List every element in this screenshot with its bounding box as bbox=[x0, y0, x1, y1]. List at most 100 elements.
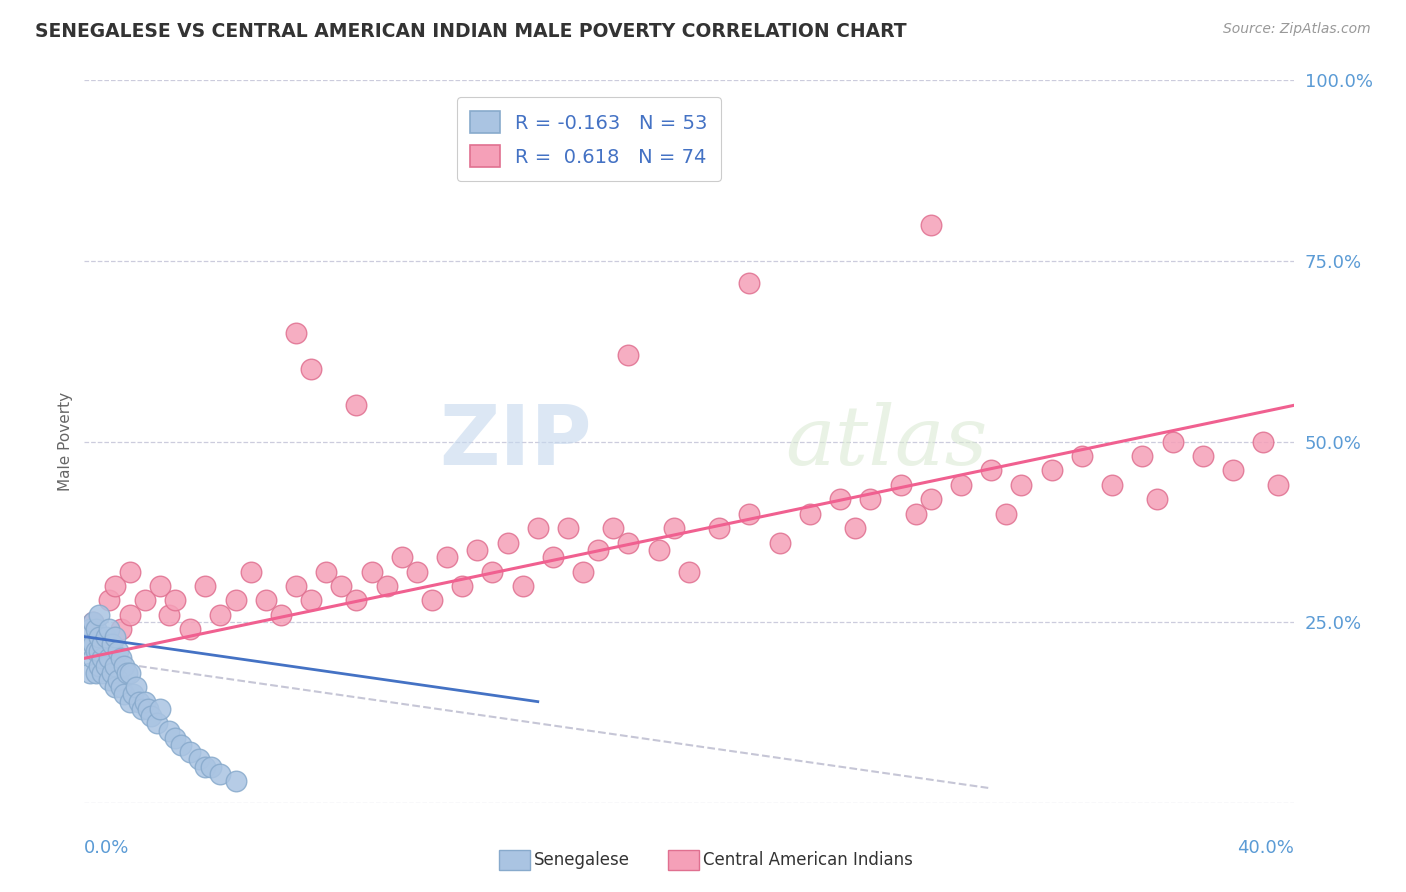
Y-axis label: Male Poverty: Male Poverty bbox=[58, 392, 73, 491]
Point bbox=[225, 774, 247, 789]
Point bbox=[588, 542, 610, 557]
Point bbox=[890, 478, 912, 492]
Point bbox=[118, 565, 141, 579]
Point bbox=[662, 521, 685, 535]
Point bbox=[194, 760, 217, 774]
Point bbox=[451, 579, 474, 593]
Point bbox=[157, 607, 180, 622]
Point bbox=[82, 637, 104, 651]
Text: ZIP: ZIP bbox=[440, 401, 592, 482]
Point bbox=[346, 593, 368, 607]
Point bbox=[104, 680, 127, 694]
Point bbox=[1011, 478, 1033, 492]
Point bbox=[299, 362, 322, 376]
Point bbox=[79, 623, 101, 637]
Point bbox=[481, 565, 503, 579]
Point bbox=[980, 463, 1002, 477]
Point bbox=[91, 651, 114, 665]
Point bbox=[82, 615, 104, 630]
Point bbox=[94, 630, 117, 644]
Point bbox=[738, 276, 761, 290]
Point bbox=[391, 550, 413, 565]
Point bbox=[107, 673, 129, 687]
Point bbox=[527, 521, 550, 535]
Point bbox=[920, 492, 942, 507]
Point bbox=[179, 745, 201, 759]
Point bbox=[89, 630, 111, 644]
Point bbox=[146, 716, 169, 731]
Text: 40.0%: 40.0% bbox=[1237, 838, 1294, 857]
Point bbox=[136, 702, 159, 716]
Point bbox=[86, 665, 108, 680]
Point bbox=[375, 579, 398, 593]
Point bbox=[406, 565, 429, 579]
Point bbox=[209, 767, 232, 781]
Point bbox=[617, 535, 640, 549]
Point bbox=[496, 535, 519, 549]
Point bbox=[165, 731, 187, 745]
Point bbox=[904, 507, 927, 521]
Text: Senegalese: Senegalese bbox=[534, 851, 630, 869]
Point bbox=[125, 680, 148, 694]
Point bbox=[1222, 463, 1244, 477]
Legend: R = -0.163   N = 53, R =  0.618   N = 74: R = -0.163 N = 53, R = 0.618 N = 74 bbox=[457, 97, 721, 181]
Point bbox=[557, 521, 579, 535]
Point bbox=[360, 565, 382, 579]
Point bbox=[110, 623, 132, 637]
Point bbox=[134, 695, 156, 709]
Point bbox=[678, 565, 700, 579]
Point bbox=[346, 398, 368, 412]
Point bbox=[209, 607, 232, 622]
Point bbox=[89, 637, 111, 651]
Point bbox=[254, 593, 277, 607]
Point bbox=[89, 658, 111, 673]
Point bbox=[107, 644, 129, 658]
Point bbox=[467, 542, 489, 557]
Point bbox=[995, 507, 1018, 521]
Point bbox=[100, 637, 122, 651]
Point bbox=[1253, 434, 1275, 449]
Point bbox=[512, 579, 534, 593]
Point bbox=[134, 593, 156, 607]
Text: 0.0%: 0.0% bbox=[84, 838, 129, 857]
Point bbox=[541, 550, 564, 565]
Point bbox=[91, 637, 114, 651]
Point bbox=[79, 665, 101, 680]
Point bbox=[149, 702, 172, 716]
Point bbox=[89, 644, 111, 658]
Point bbox=[149, 579, 172, 593]
Point bbox=[299, 593, 322, 607]
Point bbox=[709, 521, 731, 535]
Point bbox=[121, 687, 143, 701]
Point bbox=[315, 565, 337, 579]
Point bbox=[194, 579, 217, 593]
Point bbox=[115, 665, 138, 680]
Point bbox=[769, 535, 792, 549]
Point bbox=[100, 665, 122, 680]
Point bbox=[1161, 434, 1184, 449]
Point bbox=[859, 492, 882, 507]
Point bbox=[179, 623, 201, 637]
Point bbox=[97, 593, 120, 607]
Point bbox=[131, 702, 153, 716]
Point bbox=[128, 695, 150, 709]
Point bbox=[89, 607, 111, 622]
Point bbox=[1040, 463, 1063, 477]
Point bbox=[82, 651, 104, 665]
Point bbox=[118, 665, 141, 680]
Point bbox=[97, 673, 120, 687]
Point bbox=[157, 723, 180, 738]
Text: Central American Indians: Central American Indians bbox=[703, 851, 912, 869]
Point bbox=[97, 651, 120, 665]
Point bbox=[239, 565, 262, 579]
Point bbox=[82, 615, 104, 630]
Point bbox=[285, 579, 308, 593]
Point bbox=[76, 637, 98, 651]
Point bbox=[118, 607, 141, 622]
Text: Source: ZipAtlas.com: Source: ZipAtlas.com bbox=[1223, 22, 1371, 37]
Point bbox=[1146, 492, 1168, 507]
Point bbox=[602, 521, 624, 535]
Point bbox=[94, 658, 117, 673]
Point bbox=[420, 593, 443, 607]
Point bbox=[799, 507, 821, 521]
